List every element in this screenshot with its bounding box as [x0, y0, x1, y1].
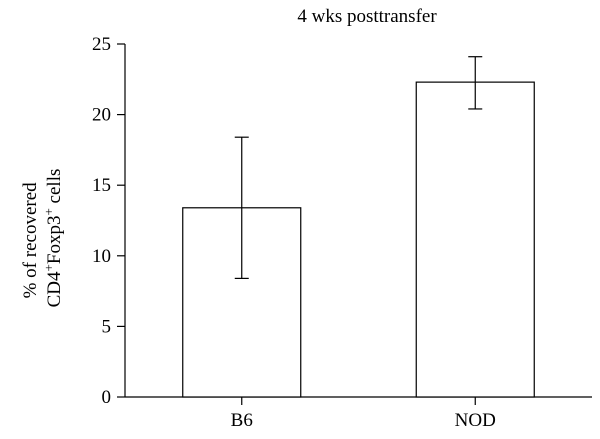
- bar-nod: [415, 81, 535, 398]
- y-axis-label-line1: % of recovered: [20, 182, 41, 299]
- bars: [182, 81, 535, 398]
- y-tick-label-20: 20: [92, 105, 111, 126]
- y-axis-label-line2: CD4+Foxp3+ cells: [41, 169, 66, 308]
- y-axis-label-cd4: CD4: [44, 271, 65, 307]
- y-axis-label-sup2: +: [41, 208, 56, 215]
- y-tick-label-10: 10: [92, 246, 111, 267]
- y-axis-label-foxp3: Foxp3: [44, 216, 65, 265]
- y-tick-label-0: 0: [102, 387, 112, 408]
- tick-labels: 0 5 10 15 20 25 B6 NOD: [92, 34, 496, 431]
- y-tick-label-25: 25: [92, 34, 111, 55]
- y-axis-label-sup1: +: [41, 264, 56, 271]
- y-axis-label-cells: cells: [44, 169, 65, 209]
- chart-title: 4 wks posttransfer: [297, 6, 437, 27]
- y-tick-label-15: 15: [92, 175, 111, 196]
- y-tick-label-5: 5: [102, 316, 112, 337]
- x-tick-label-b6: B6: [231, 410, 253, 431]
- y-axis-label: % of recovered CD4+Foxp3+ cells: [20, 169, 65, 308]
- x-tick-label-nod: NOD: [455, 410, 496, 431]
- error-bars: [234, 56, 483, 279]
